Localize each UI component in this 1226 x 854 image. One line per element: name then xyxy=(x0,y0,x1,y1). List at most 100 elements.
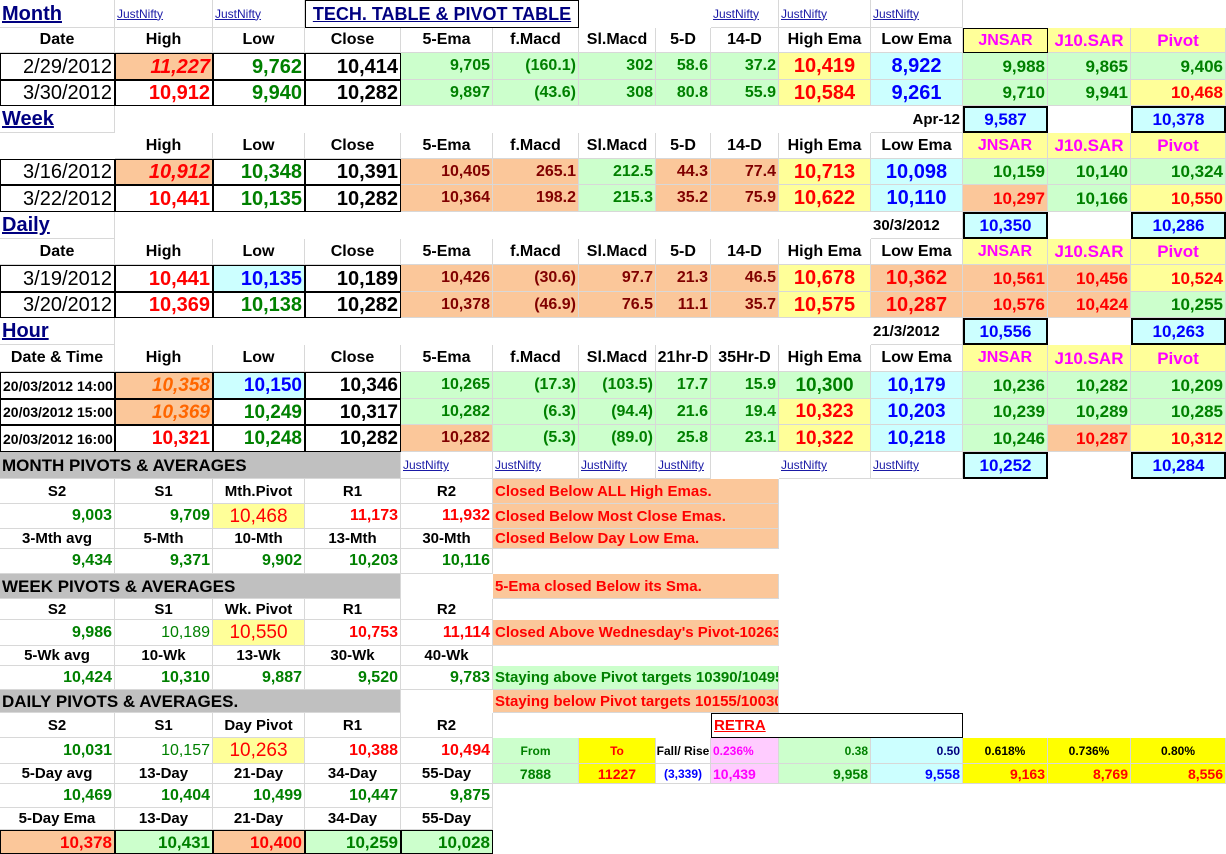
m1-low: 9,762 xyxy=(213,53,305,80)
h3-pivot: 10,312 xyxy=(1131,425,1226,452)
ma-10m: 9,902 xyxy=(213,549,305,574)
m2-slmacd: 308 xyxy=(579,80,656,106)
m1-highema: 10,419 xyxy=(779,53,871,80)
link-10[interactable]: JustNifty xyxy=(779,452,871,479)
w1-pivot: 10,324 xyxy=(1131,159,1226,185)
d2-highema: 10,575 xyxy=(779,292,871,318)
note-4: 5-Ema closed Below its Sma. xyxy=(493,574,779,599)
w1-date: 3/16/2012 xyxy=(0,159,115,185)
link-3[interactable]: JustNifty xyxy=(711,0,779,28)
dh-date: Date xyxy=(0,239,115,265)
de-5d-h: 5-Day Ema xyxy=(0,808,115,830)
hour-period: 21/3/2012 xyxy=(871,318,963,345)
h2-close: 10,317 xyxy=(305,399,401,425)
h2-datetime: 20/03/2012 15:00 xyxy=(0,399,115,425)
retra-from: 7888 xyxy=(493,764,579,784)
wp-r1: 10,753 xyxy=(305,620,401,646)
da-5d-h: 5-Day avg xyxy=(0,764,115,784)
dp-r2: 10,494 xyxy=(401,738,493,764)
link-1[interactable]: JustNifty xyxy=(115,0,213,28)
wp-s1-h: S1 xyxy=(115,599,213,620)
link-4[interactable]: JustNifty xyxy=(779,0,871,28)
mp-pivot: 10,468 xyxy=(213,504,305,529)
h2-j10sar: 10,289 xyxy=(1048,399,1131,425)
h3-j10sar: 10,287 xyxy=(1048,425,1131,452)
wa-5w-h: 5-Wk avg xyxy=(0,646,115,666)
m2-5ema: 9,897 xyxy=(401,80,493,106)
da-55d: 9,875 xyxy=(401,784,493,808)
h2-jnsar: 10,239 xyxy=(963,399,1048,425)
h2-5ema: 10,282 xyxy=(401,399,493,425)
wp-pivot: 10,550 xyxy=(213,620,305,646)
de-55d: 10,028 xyxy=(401,830,493,854)
link-9[interactable]: JustNifty xyxy=(656,452,711,479)
dp-r1: 10,388 xyxy=(305,738,401,764)
w2-low: 10,135 xyxy=(213,185,305,212)
h3-21hrd: 25.8 xyxy=(656,425,711,452)
wh-14d: 14-D xyxy=(711,133,779,159)
w1-5d: 44.3 xyxy=(656,159,711,185)
h1-jnsar: 10,236 xyxy=(963,372,1048,399)
daily-title: Daily xyxy=(0,212,115,239)
link-6[interactable]: JustNifty xyxy=(401,452,493,479)
link-5[interactable]: JustNifty xyxy=(871,0,963,28)
d1-fmacd: (30.6) xyxy=(493,265,579,292)
w2-14d: 75.9 xyxy=(711,185,779,212)
w2-j10sar: 10,166 xyxy=(1048,185,1131,212)
ma-3m: 9,434 xyxy=(0,549,115,574)
hh-fmacd: f.Macd xyxy=(493,345,579,372)
retra-title: RETRA xyxy=(711,713,963,738)
link-2[interactable]: JustNifty xyxy=(213,0,305,28)
mp-r1: 11,173 xyxy=(305,504,401,529)
dh-fmacd: f.Macd xyxy=(493,239,579,265)
mp-r1-h: R1 xyxy=(305,479,401,504)
h1-5ema: 10,265 xyxy=(401,372,493,399)
d1-5ema: 10,426 xyxy=(401,265,493,292)
retra-618: 9,163 xyxy=(963,764,1048,784)
h1-pivot: 10,209 xyxy=(1131,372,1226,399)
m2-pivot: 10,468 xyxy=(1131,80,1226,106)
m1-date: 2/29/2012 xyxy=(0,53,115,80)
link-11[interactable]: JustNifty xyxy=(871,452,963,479)
de-21d-h: 21-Day xyxy=(213,808,305,830)
w2-close: 10,282 xyxy=(305,185,401,212)
d1-close: 10,189 xyxy=(305,265,401,292)
d1-jnsar: 10,561 xyxy=(963,265,1048,292)
w1-high: 10,912 xyxy=(115,159,213,185)
mp-pivot-h: Mth.Pivot xyxy=(213,479,305,504)
wa-30w-h: 30-Wk xyxy=(305,646,401,666)
da-13d: 10,404 xyxy=(115,784,213,808)
m2-14d: 55.9 xyxy=(711,80,779,106)
h3-lowema: 10,218 xyxy=(871,425,963,452)
m1-close: 10,414 xyxy=(305,53,401,80)
m2-j10sar: 9,941 xyxy=(1048,80,1131,106)
h2-slmacd: (94.4) xyxy=(579,399,656,425)
h1-low: 10,150 xyxy=(213,372,305,399)
w1-5ema: 10,405 xyxy=(401,159,493,185)
h3-datetime: 20/03/2012 16:00 xyxy=(0,425,115,452)
w1-j10sar: 10,140 xyxy=(1048,159,1131,185)
dh-low: Low xyxy=(213,239,305,265)
da-21d: 10,499 xyxy=(213,784,305,808)
week-pivot-target: 10,378 xyxy=(1131,106,1226,133)
w1-lowema: 10,098 xyxy=(871,159,963,185)
h3-close: 10,282 xyxy=(305,425,401,452)
da-5d: 10,469 xyxy=(0,784,115,808)
w2-high: 10,441 xyxy=(115,185,213,212)
ma-30m: 10,116 xyxy=(401,549,493,574)
d2-close: 10,282 xyxy=(305,292,401,318)
wa-13w-h: 13-Wk xyxy=(213,646,305,666)
link-7[interactable]: JustNifty xyxy=(493,452,579,479)
retra-80: 8,556 xyxy=(1131,764,1226,784)
h3-fmacd: (5.3) xyxy=(493,425,579,452)
w1-highema: 10,713 xyxy=(779,159,871,185)
da-13d-h: 13-Day xyxy=(115,764,213,784)
wh-low: Low xyxy=(213,133,305,159)
hh-slmacd: Sl.Macd xyxy=(579,345,656,372)
d2-pivot: 10,255 xyxy=(1131,292,1226,318)
h1-fmacd: (17.3) xyxy=(493,372,579,399)
d1-slmacd: 97.7 xyxy=(579,265,656,292)
link-8[interactable]: JustNifty xyxy=(579,452,656,479)
h1-datetime: 20/03/2012 14:00 xyxy=(0,372,115,399)
note-7: Staying below Pivot targets 10155/10030 … xyxy=(493,690,779,713)
